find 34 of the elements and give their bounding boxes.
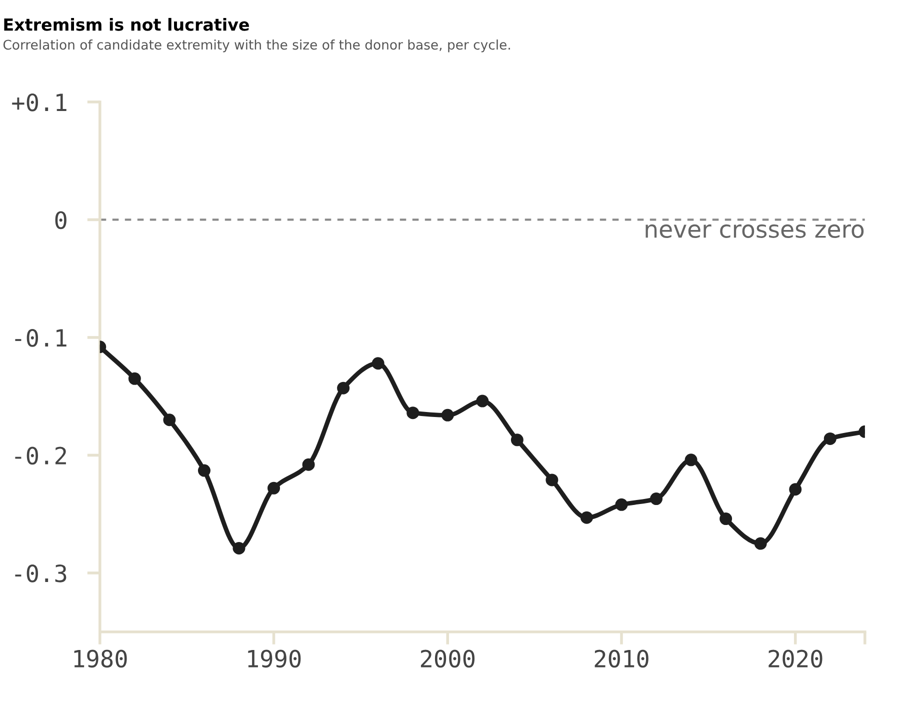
point — [441, 408, 454, 422]
point — [615, 498, 628, 511]
chart-subtitle: Correlation of candidate extremity with the size of the donor base, per cycle. — [3, 39, 510, 52]
y-tick-label: 0 — [55, 211, 66, 230]
point — [302, 458, 315, 471]
point — [684, 454, 698, 466]
point — [546, 474, 558, 486]
point — [128, 372, 141, 385]
chart-title: Extremism is not lucrative — [4, 18, 249, 31]
point — [580, 511, 593, 524]
point — [198, 464, 210, 477]
point — [754, 537, 767, 550]
point — [824, 432, 836, 445]
point — [720, 512, 732, 526]
point — [268, 482, 280, 494]
point — [232, 542, 246, 554]
ref-line-label: never crosses zero — [646, 224, 864, 238]
y-tick-label: -0.2 — [15, 446, 66, 465]
y-tick-label: -0.1 — [15, 328, 66, 347]
point — [337, 382, 350, 394]
point — [789, 483, 802, 496]
x-tick-label: 2000 — [420, 650, 475, 668]
point — [163, 414, 176, 426]
point — [372, 357, 384, 370]
x-tick-label: 1990 — [248, 650, 301, 668]
point — [476, 394, 489, 408]
point — [406, 406, 420, 420]
y-tick-label: +0.1 — [12, 93, 66, 112]
x-tick-label: 2020 — [768, 650, 822, 668]
x-tick-label: 2010 — [594, 650, 648, 668]
x-tick-label: 1980 — [74, 650, 127, 668]
point — [650, 492, 663, 506]
y-tick-label: -0.3 — [15, 564, 66, 582]
point — [510, 434, 524, 446]
